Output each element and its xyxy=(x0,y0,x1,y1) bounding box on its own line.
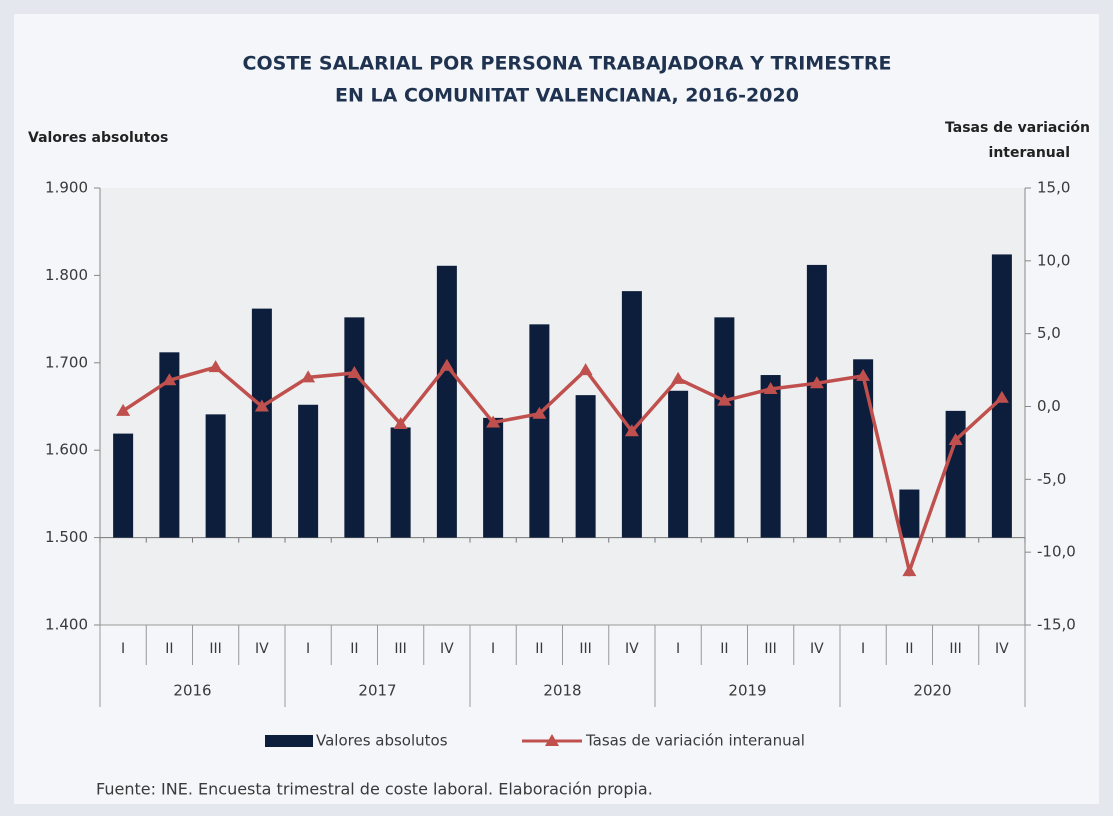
line xyxy=(122,362,1004,578)
legend-swatch xyxy=(265,735,313,747)
x-tick-label: II xyxy=(350,641,358,657)
x-tick-label: III xyxy=(209,641,221,657)
line-marker xyxy=(439,358,454,371)
bar xyxy=(668,390,689,538)
bar xyxy=(113,433,134,538)
year-label: 2016 xyxy=(173,682,211,700)
plot-area xyxy=(100,188,1025,625)
y2-tick-label: -10,0 xyxy=(1037,543,1076,561)
y-tick-label: 1.800 xyxy=(45,266,88,284)
x-tick-label: III xyxy=(764,641,776,657)
x-tick-label: IV xyxy=(440,641,454,657)
year-label: 2018 xyxy=(543,682,581,700)
y2-tick-label: 0,0 xyxy=(1037,397,1061,415)
x-tick-label: I xyxy=(491,641,495,657)
line-marker xyxy=(717,393,732,406)
line-marker xyxy=(994,390,1009,403)
x-tick-label: IV xyxy=(255,641,269,657)
y-tick-label: 1.900 xyxy=(45,179,88,197)
y2-tick-label: 15,0 xyxy=(1037,179,1070,197)
line-marker xyxy=(856,368,871,381)
year-label: 2017 xyxy=(358,682,396,700)
x-tick-label: IV xyxy=(995,641,1009,657)
line-marker xyxy=(671,371,686,384)
bar xyxy=(760,375,781,538)
y-tick-label: 1.700 xyxy=(45,353,88,371)
line-marker xyxy=(254,399,269,412)
bar xyxy=(853,359,874,538)
source: Fuente: INE. Encuesta trimestral de cost… xyxy=(96,780,653,799)
line-marker xyxy=(162,373,177,386)
line-marker xyxy=(624,424,639,437)
line-marker xyxy=(902,564,917,577)
bar xyxy=(436,265,457,538)
x-tick-label: IV xyxy=(810,641,824,657)
bar xyxy=(575,395,596,538)
line-marker xyxy=(809,376,824,389)
bar xyxy=(945,410,966,538)
bar xyxy=(483,417,504,538)
bar xyxy=(714,317,735,538)
bar xyxy=(390,427,411,538)
y-tick-label: 1.400 xyxy=(45,616,88,634)
y-tick-label: 1.500 xyxy=(45,528,88,546)
y2-tick-label: 10,0 xyxy=(1037,251,1070,269)
y-axis-label: Valores absolutos xyxy=(28,130,168,146)
x-tick-label: II xyxy=(165,641,173,657)
y2-axis-label: interanual xyxy=(989,145,1070,161)
line-marker xyxy=(347,365,362,378)
bar xyxy=(899,489,920,538)
x-tick-label: III xyxy=(579,641,591,657)
line-marker xyxy=(486,415,501,428)
x-tick-label: I xyxy=(676,641,680,657)
bar xyxy=(621,291,642,538)
x-tick-label: I xyxy=(306,641,310,657)
line-marker xyxy=(763,382,778,395)
line-marker xyxy=(301,370,316,383)
year-label: 2020 xyxy=(913,682,951,700)
legend-label: Valores absolutos xyxy=(316,732,448,750)
year-label: 2019 xyxy=(728,682,766,700)
line-marker xyxy=(948,433,963,446)
bar xyxy=(159,352,180,538)
x-tick-label: II xyxy=(535,641,543,657)
y2-tick-label: -15,0 xyxy=(1037,616,1076,634)
x-tick-label: I xyxy=(861,641,865,657)
bar xyxy=(251,308,272,538)
x-tick-label: III xyxy=(949,641,961,657)
y2-axis-label: Tasas de variación xyxy=(945,120,1090,136)
x-tick-label: I xyxy=(121,641,125,657)
y2-tick-label: 5,0 xyxy=(1037,324,1061,342)
line-marker xyxy=(208,360,223,373)
line-marker xyxy=(532,406,547,419)
line-marker xyxy=(393,416,408,429)
chart-title: EN LA COMUNITAT VALENCIANA, 2016-2020 xyxy=(335,85,799,107)
line-marker xyxy=(578,363,593,376)
x-tick-label: III xyxy=(394,641,406,657)
line-marker xyxy=(116,403,131,416)
y2-tick-label: -5,0 xyxy=(1037,470,1066,488)
legend-marker xyxy=(545,734,559,746)
bar xyxy=(529,324,550,538)
x-tick-label: IV xyxy=(625,641,639,657)
x-tick-label: II xyxy=(905,641,913,657)
bar xyxy=(298,404,319,538)
bar xyxy=(806,264,827,538)
bar xyxy=(205,414,226,538)
chart-title: COSTE SALARIAL POR PERSONA TRABAJADORA Y… xyxy=(243,53,892,75)
bar xyxy=(344,317,365,538)
x-tick-label: II xyxy=(720,641,728,657)
y-tick-label: 1.600 xyxy=(45,441,88,459)
legend-label: Tasas de variación interanual xyxy=(585,732,805,750)
